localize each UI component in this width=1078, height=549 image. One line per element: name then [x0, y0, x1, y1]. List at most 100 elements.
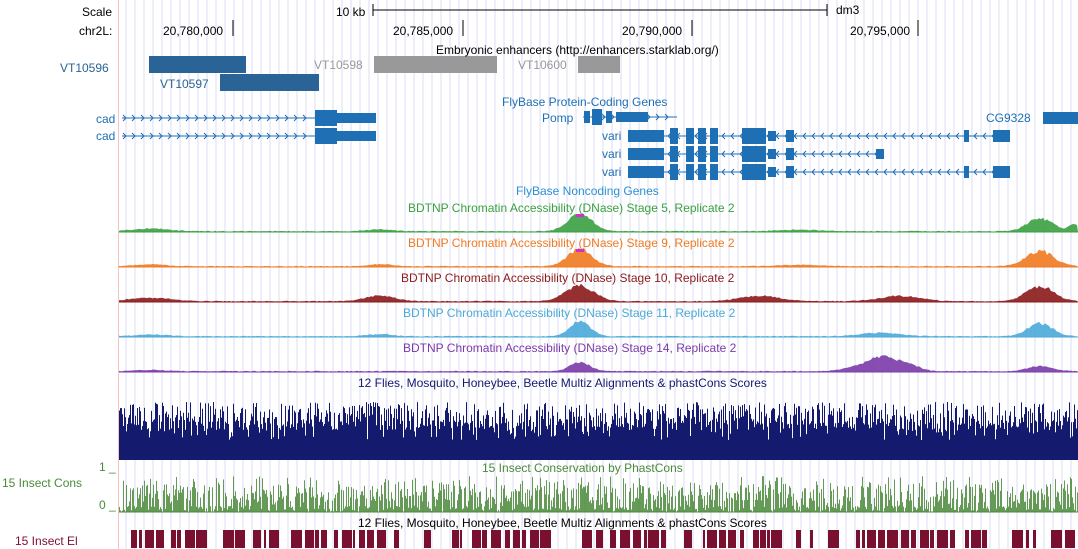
cons-bar	[557, 481, 558, 512]
conserved-element	[1012, 530, 1023, 548]
flybase-noncoding-track-title[interactable]: FlyBase Noncoding Genes	[516, 184, 659, 198]
gene-label-cad[interactable]: cad	[96, 129, 116, 143]
multiz-bar	[376, 425, 377, 460]
cons-bar	[196, 506, 197, 512]
multiz-bar	[283, 424, 284, 460]
multiz-bar	[212, 421, 213, 460]
cons-bar	[963, 509, 964, 512]
cons-bar	[590, 500, 591, 512]
gene-label-vari[interactable]: vari	[602, 165, 622, 179]
insect-cons-side-label[interactable]: 15 Insect Cons	[2, 476, 83, 490]
dnase-stage14-title[interactable]: BDTNP Chromatin Accessibility (DNase) St…	[403, 341, 737, 355]
cons-bar	[640, 485, 641, 512]
cons-bar	[266, 489, 267, 512]
cons-bar	[824, 498, 825, 512]
cons-bar	[659, 508, 660, 512]
multiz-bar	[802, 420, 803, 460]
gene-exon	[786, 148, 794, 160]
enhancer-label-vt10597[interactable]: VT10597	[160, 77, 209, 91]
multiz-bar	[235, 421, 236, 460]
multiz-bar	[459, 413, 460, 460]
cons-bar	[921, 486, 922, 512]
cons-bar	[178, 490, 179, 512]
multiz-bar	[319, 421, 320, 460]
cons-bar	[965, 486, 966, 512]
gene-label-pomp[interactable]: Pomp	[542, 111, 574, 125]
enhancer-label-vt10600[interactable]: VT10600	[518, 58, 567, 72]
cons-bar	[231, 499, 232, 512]
cons-bar	[362, 491, 363, 512]
multiz-bar	[229, 439, 230, 460]
flybase-coding-track-title[interactable]: FlyBase Protein-Coding Genes	[502, 95, 668, 109]
multiz-bar	[757, 421, 758, 460]
insect-cons-track-title[interactable]: 15 Insect Conservation by PhastCons	[482, 461, 683, 475]
multiz-bar	[489, 427, 490, 460]
cons-bar	[562, 491, 563, 512]
multiz-bar	[620, 426, 621, 460]
cons-bar	[952, 498, 953, 512]
multiz-bar	[973, 416, 974, 460]
gene-label-vari[interactable]: vari	[602, 129, 622, 143]
cons-bar	[585, 485, 586, 512]
cons-bar	[683, 495, 684, 512]
cons-bar	[399, 506, 400, 512]
multiz-bar	[731, 405, 732, 460]
cons-bar	[738, 493, 739, 512]
dnase-stage10-title[interactable]: BDTNP Chromatin Accessibility (DNase) St…	[401, 271, 735, 285]
cons-bar	[1047, 486, 1048, 512]
cons-bar	[309, 487, 310, 512]
cons-bar	[354, 510, 355, 512]
multiz-bar	[953, 422, 954, 460]
multiz-bar	[156, 403, 157, 460]
cons-bar	[906, 499, 907, 512]
multiz-bar	[555, 435, 556, 460]
cons-bar	[804, 488, 805, 512]
strand-arrow	[185, 132, 190, 140]
cons-bar	[689, 506, 690, 512]
multiz-bar	[938, 432, 939, 460]
enhancers-track-title[interactable]: Embryonic enhancers (http://enhancers.st…	[436, 43, 719, 57]
dnase-stage11-title[interactable]: BDTNP Chromatin Accessibility (DNase) St…	[403, 306, 736, 320]
gene-label-vari[interactable]: vari	[602, 147, 622, 161]
multiz-bar	[1015, 416, 1016, 460]
multiz-bar	[548, 411, 549, 460]
multiz-bar	[1019, 419, 1020, 460]
cons-bar	[157, 491, 158, 512]
multiz-bar	[357, 410, 358, 460]
dnase-stage5-title[interactable]: BDTNP Chromatin Accessibility (DNase) St…	[408, 201, 735, 215]
cons-bar	[717, 485, 718, 512]
cons-bar	[186, 498, 187, 512]
multiz-bar	[822, 402, 823, 460]
multiz-bar	[662, 406, 663, 460]
multiz-bar	[847, 420, 848, 460]
multiz-bar	[202, 408, 203, 460]
cons-bar	[978, 502, 979, 512]
multiz-bar	[653, 428, 654, 460]
conserved-element	[661, 530, 666, 548]
cons-bar	[151, 506, 152, 512]
cons-bar	[705, 509, 706, 512]
multiz-bar	[556, 425, 557, 460]
multiz-bar	[187, 417, 188, 460]
enhancer-label-vt10596[interactable]: VT10596	[60, 61, 109, 75]
cons-bar	[692, 494, 693, 512]
multiz-bar	[386, 409, 387, 460]
dnase-stage9-title[interactable]: BDTNP Chromatin Accessibility (DNase) St…	[408, 236, 735, 250]
multiz-bar	[787, 424, 788, 460]
multiz-bar	[428, 417, 429, 460]
insect-el-track-title[interactable]: 12 Flies, Mosquito, Honeybee, Beetle Mul…	[358, 516, 767, 530]
cons-bar	[836, 508, 837, 512]
enhancer-label-vt10598[interactable]: VT10598	[314, 58, 363, 72]
multiz-bar	[737, 429, 738, 460]
gene-label-cad[interactable]: cad	[96, 112, 116, 126]
insect-el-side-label[interactable]: 15 Insect El	[15, 534, 78, 548]
cons-bar	[917, 508, 918, 512]
multiz-bar	[435, 425, 436, 460]
multiz-bar	[671, 418, 672, 460]
multiz-bar	[619, 418, 620, 460]
cons-bar	[822, 510, 823, 512]
cons-bar	[919, 483, 920, 512]
gene-label-cg9328[interactable]: CG9328	[986, 111, 1031, 125]
multiz-track-title[interactable]: 12 Flies, Mosquito, Honeybee, Beetle Mul…	[358, 376, 767, 390]
